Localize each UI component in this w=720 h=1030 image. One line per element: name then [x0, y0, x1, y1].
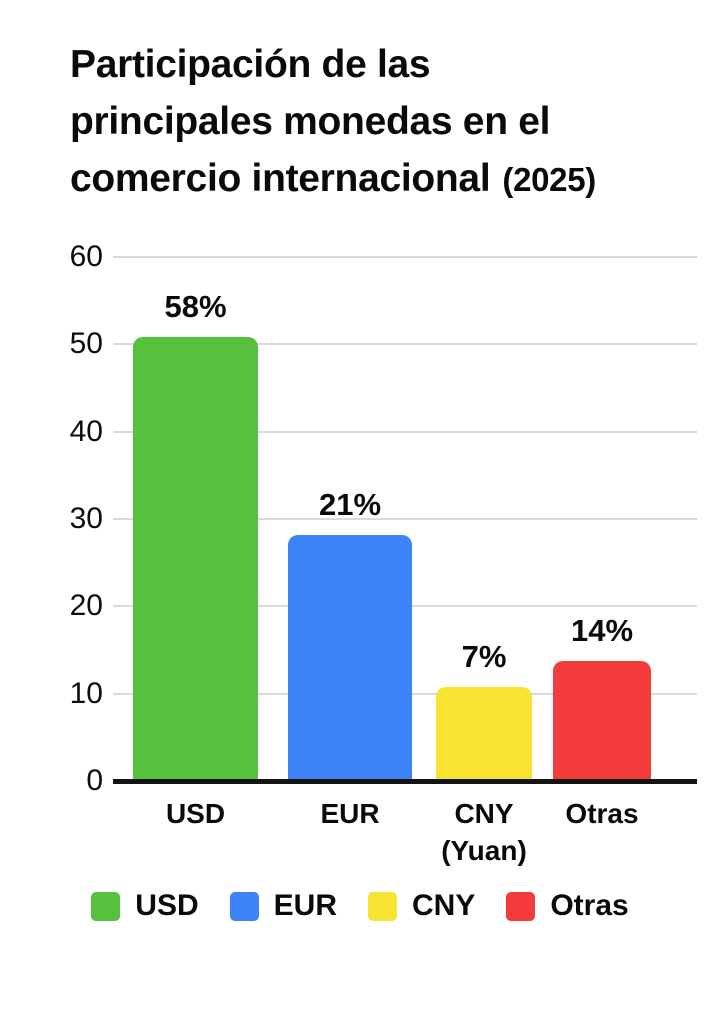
x-axis-line: [113, 779, 697, 784]
y-axis-tick-label: 40: [69, 414, 103, 448]
legend-item-otras: Otras: [506, 889, 629, 923]
bar-value-label: 21%: [318, 486, 382, 522]
bar-usd: [133, 337, 258, 781]
legend-swatch-icon: [506, 891, 536, 921]
chart-legend: USD EUR CNY Otras: [0, 889, 720, 923]
y-axis-tick-label: 50: [69, 327, 103, 361]
title-line-3: comercio internacional: [70, 157, 491, 200]
bar-otras: [553, 661, 651, 781]
y-axis-tick-label: 60: [69, 240, 103, 273]
bar-cny: [436, 686, 532, 781]
y-axis-tick-label: 0: [86, 764, 103, 797]
legend-item-eur: EUR: [229, 889, 337, 923]
bar-eur: [288, 534, 412, 781]
gridline-y40: [113, 430, 697, 433]
gridline-y60: [113, 256, 697, 258]
bar-value-label: 7%: [461, 638, 507, 674]
x-axis-category-label: Otras: [565, 798, 639, 829]
legend-swatch-icon: [367, 891, 397, 921]
bar-value-label: 58%: [164, 289, 227, 325]
x-axis-category-label: USD: [165, 798, 226, 829]
title-line-1: Participación de las: [70, 43, 431, 86]
legend-label: USD: [135, 889, 199, 922]
legend-label: EUR: [273, 889, 337, 922]
bar-value-label: 14%: [570, 613, 634, 649]
y-axis-tick-label: 20: [69, 589, 103, 623]
legend-item-usd: USD: [91, 889, 199, 923]
y-axis-tick-label: 30: [69, 502, 103, 535]
y-axis-tick-label: 10: [69, 676, 103, 710]
legend-label: Otras: [550, 889, 629, 922]
gridline-y50: [113, 343, 697, 346]
title-year: (2025): [502, 161, 596, 198]
legend-label: CNY: [411, 889, 476, 922]
x-axis-category-label: EUR: [320, 798, 380, 829]
legend-swatch-icon: [91, 891, 121, 921]
gridline-y30: [113, 518, 697, 520]
title-line-2: principales monedas en el: [70, 100, 551, 143]
legend-swatch-icon: [229, 891, 259, 921]
x-axis-category-label: CNY (Yuan): [441, 798, 527, 866]
legend-item-cny: CNY: [367, 889, 476, 923]
chart-title: Participación de las principales monedas…: [70, 36, 596, 208]
